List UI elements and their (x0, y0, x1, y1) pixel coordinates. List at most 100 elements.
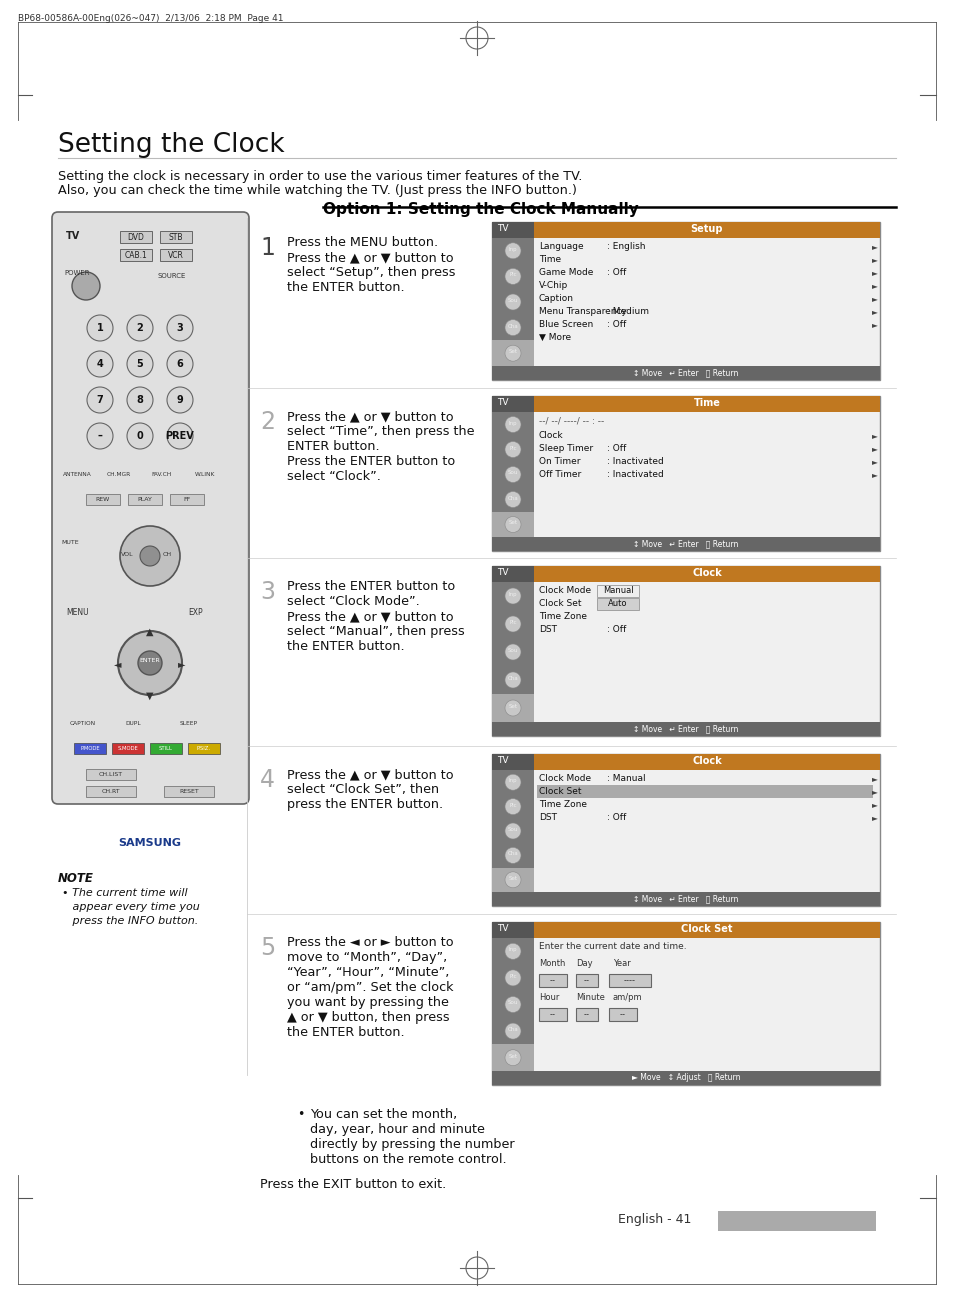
Bar (86, 769, 136, 781)
Text: ►: ► (871, 255, 877, 264)
Bar (492, 922, 879, 938)
Text: --: -- (550, 1010, 556, 1019)
Bar (128, 494, 162, 505)
Circle shape (504, 320, 520, 336)
Text: you want by pressing the: you want by pressing the (287, 997, 449, 1010)
Bar (86, 494, 120, 505)
Text: CH: CH (163, 552, 172, 557)
Text: TV: TV (497, 224, 508, 233)
Text: --: -- (619, 1010, 625, 1019)
Text: • The current time will: • The current time will (62, 889, 188, 898)
Bar (608, 1008, 637, 1021)
Circle shape (504, 673, 520, 688)
Text: Press the ▲ or ▼ button to: Press the ▲ or ▼ button to (287, 251, 453, 264)
Text: Press the ENTER button to: Press the ENTER button to (287, 580, 455, 593)
Text: Press the ENTER button to: Press the ENTER button to (287, 455, 455, 468)
Text: ►: ► (871, 242, 877, 251)
Circle shape (504, 441, 520, 458)
Text: Clock: Clock (691, 756, 721, 766)
Text: or “am/pm”. Set the clock: or “am/pm”. Set the clock (287, 981, 453, 994)
Circle shape (504, 1050, 520, 1066)
Text: Inp: Inp (508, 778, 517, 783)
Text: Set: Set (508, 349, 517, 354)
Circle shape (504, 615, 520, 632)
Bar (492, 770, 534, 905)
Text: ◄: ◄ (114, 660, 122, 669)
Text: ►: ► (871, 787, 877, 796)
Text: TV: TV (497, 756, 508, 765)
Text: Pic: Pic (509, 803, 517, 808)
Text: ↕ Move   ↵ Enter   ⎗ Return: ↕ Move ↵ Enter ⎗ Return (633, 894, 738, 903)
Text: SLEEP: SLEEP (180, 721, 198, 726)
Bar (86, 786, 136, 798)
Bar (534, 755, 879, 770)
Bar (170, 494, 204, 505)
Text: Press the EXIT button to exit.: Press the EXIT button to exit. (260, 1177, 446, 1190)
Text: ▲: ▲ (146, 627, 153, 637)
Circle shape (127, 423, 152, 449)
Bar (492, 1045, 534, 1071)
Text: P.SIZ.: P.SIZ. (196, 745, 211, 751)
Text: EXP: EXP (188, 608, 202, 617)
Bar (492, 755, 879, 905)
Text: ↕ Move   ↵ Enter   ⎗ Return: ↕ Move ↵ Enter ⎗ Return (633, 368, 738, 377)
Bar (718, 1211, 875, 1231)
Circle shape (504, 847, 520, 864)
Text: Press the ◄ or ► button to: Press the ◄ or ► button to (287, 935, 453, 948)
Circle shape (71, 272, 100, 301)
Text: Hour: Hour (538, 993, 558, 1002)
Text: Sou: Sou (507, 1000, 517, 1006)
Text: Time: Time (693, 398, 720, 409)
Bar (492, 513, 534, 537)
Text: 9: 9 (176, 396, 183, 405)
Bar (576, 1008, 598, 1021)
Text: RESET: RESET (179, 788, 198, 794)
Circle shape (504, 997, 520, 1012)
Text: Clock: Clock (538, 431, 563, 440)
Text: REW: REW (95, 497, 110, 502)
Text: : Off: : Off (606, 320, 625, 329)
Bar (150, 743, 182, 755)
Text: 4: 4 (260, 768, 274, 792)
Text: “Year”, “Hour”, “Minute”,: “Year”, “Hour”, “Minute”, (287, 967, 449, 978)
Text: select “Manual”, then press: select “Manual”, then press (287, 624, 464, 637)
Text: press the INFO button.: press the INFO button. (62, 916, 198, 926)
Text: Pic: Pic (509, 621, 517, 624)
Circle shape (138, 650, 162, 675)
Bar (534, 222, 879, 238)
Text: Inp: Inp (508, 592, 517, 597)
Circle shape (504, 971, 520, 986)
Text: 1: 1 (96, 323, 103, 333)
Text: Menu Transparency: Menu Transparency (538, 307, 626, 316)
Circle shape (140, 546, 160, 566)
Text: --: -- (583, 1010, 589, 1019)
Text: Language: Language (538, 242, 583, 251)
Text: DST: DST (538, 813, 557, 822)
Text: Set: Set (508, 704, 517, 709)
Circle shape (87, 423, 112, 449)
Bar (160, 232, 192, 243)
Text: Cha: Cha (507, 496, 517, 501)
Circle shape (504, 492, 520, 507)
Text: Set: Set (508, 520, 517, 526)
Text: Year: Year (613, 959, 630, 968)
Bar (538, 1008, 566, 1021)
Bar (492, 693, 534, 722)
Bar (597, 585, 639, 597)
Text: Enter the current date and time.: Enter the current date and time. (538, 942, 686, 951)
Text: S.MODE: S.MODE (117, 745, 138, 751)
Text: ► Move   ↕ Adjust   ⎗ Return: ► Move ↕ Adjust ⎗ Return (631, 1073, 740, 1082)
Text: ▲ or ▼ button, then press: ▲ or ▼ button, then press (287, 1011, 449, 1024)
Text: POWER: POWER (64, 271, 90, 276)
Text: Inp: Inp (508, 247, 517, 252)
Bar (534, 396, 879, 412)
Text: : Inactivated: : Inactivated (606, 470, 663, 479)
Circle shape (504, 644, 520, 660)
Text: FF: FF (183, 497, 191, 502)
Text: : Off: : Off (606, 268, 625, 277)
Text: Sou: Sou (507, 648, 517, 653)
Bar (597, 598, 639, 610)
Text: Clock Set: Clock Set (538, 787, 581, 796)
Bar (492, 222, 879, 238)
Text: CH.LIST: CH.LIST (99, 771, 123, 777)
